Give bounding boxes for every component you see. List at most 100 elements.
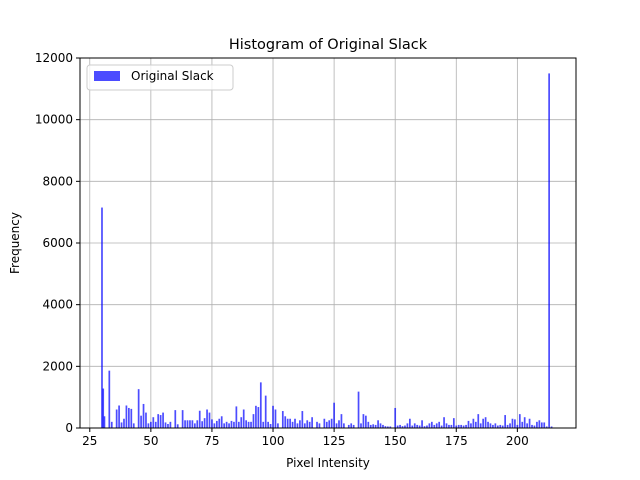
histogram-bar [438, 421, 441, 428]
histogram-bar [206, 409, 208, 428]
y-tick-label: 12000 [35, 51, 73, 65]
histogram-bar [255, 405, 257, 428]
histogram-bar [191, 420, 194, 428]
histogram-bar [506, 424, 509, 428]
histogram-bar [357, 391, 360, 428]
histogram-bar [323, 418, 326, 428]
histogram-bar [496, 425, 499, 428]
x-tick-label: 200 [506, 434, 529, 448]
histogram-bar [291, 421, 294, 428]
histogram-bar [228, 423, 230, 428]
histogram-bar [213, 423, 216, 428]
y-tick-label: 0 [65, 421, 73, 435]
histogram-bar [465, 424, 467, 428]
histogram-bar [147, 423, 150, 428]
histogram-bar [294, 418, 296, 428]
histogram-bar [518, 414, 521, 428]
histogram-bar [528, 418, 531, 428]
axes: 25 50 75 100 125 150 175 2000200040006000800010… [35, 51, 529, 448]
histogram-bar [110, 421, 113, 428]
histogram-bar [538, 420, 541, 428]
histogram-bar [521, 421, 524, 428]
histogram-bar [406, 423, 409, 428]
histogram-bar [257, 407, 260, 428]
histogram-bar [443, 417, 445, 428]
legend-label: Original Slack [131, 69, 214, 83]
x-axis-label: Pixel Intensity [286, 456, 370, 470]
histogram-bar [472, 418, 475, 428]
histogram-bar [428, 423, 431, 428]
histogram-bar [450, 424, 453, 428]
histogram-bar [418, 425, 421, 428]
histogram-bar [477, 414, 480, 428]
histogram-bar [299, 420, 301, 428]
histogram-bar [462, 425, 465, 428]
histogram-bar [142, 403, 145, 428]
histogram-bar [218, 418, 221, 428]
histogram-bar [467, 420, 470, 428]
histogram-bar [140, 415, 142, 428]
histogram-bar [374, 424, 377, 428]
histogram-bar [296, 423, 299, 428]
histogram-bar [272, 405, 274, 428]
histogram-bar [347, 424, 350, 428]
histogram-bar [479, 423, 482, 428]
histogram-bar [470, 423, 472, 428]
histogram-bar [360, 423, 362, 428]
histogram-bar [316, 421, 318, 428]
histogram-bar [540, 422, 543, 428]
histogram-bar [181, 410, 184, 428]
histogram-bar [335, 423, 338, 428]
histogram-bar [233, 421, 235, 428]
legend-box [86, 64, 234, 91]
histogram-bar [108, 370, 111, 428]
histogram-bar [501, 425, 504, 428]
histogram-bar [184, 420, 186, 428]
x-tick-label: 100 [262, 434, 285, 448]
histogram-bar [452, 418, 455, 428]
histogram-bar [435, 423, 438, 428]
histogram-bar [211, 419, 213, 428]
histogram-bar [514, 419, 516, 428]
histogram-bar [426, 425, 428, 428]
histogram-bar [164, 422, 167, 428]
histogram-bar [523, 417, 526, 428]
histogram-bar [245, 420, 248, 428]
histogram-bar [379, 423, 382, 428]
chart-title: Histogram of Original Slack [229, 37, 428, 53]
histogram-bar [411, 425, 414, 428]
histogram-bar [550, 426, 553, 428]
histogram-bar [277, 423, 279, 428]
histogram-bar [303, 423, 306, 428]
x-tick-label: 75 [204, 434, 219, 448]
histogram-bar [306, 420, 309, 428]
histogram-bar [369, 424, 372, 428]
histogram-bar [201, 421, 204, 428]
legend-swatch [94, 71, 120, 81]
histogram-bar [186, 420, 189, 428]
histogram-bar [413, 423, 416, 428]
histogram-bar [387, 426, 389, 428]
histogram-bar [120, 422, 123, 428]
histogram-bar [492, 424, 494, 428]
histogram-bar [115, 409, 118, 428]
histogram-bar [377, 420, 379, 428]
histogram-bar [340, 414, 343, 428]
histogram-bar [350, 423, 353, 428]
histogram-bar [338, 420, 340, 428]
x-tick-label: 175 [445, 434, 468, 448]
histogram-bar [455, 425, 458, 428]
histogram-bar [235, 406, 238, 428]
histogram-bar [220, 416, 223, 428]
histogram-bar [384, 426, 387, 428]
histogram-bar [394, 407, 397, 428]
y-tick-label: 8000 [42, 174, 73, 188]
histogram-bar [396, 425, 399, 428]
histogram-bar [318, 423, 321, 428]
histogram-bar [531, 424, 533, 428]
histogram-bar [174, 410, 177, 428]
bars [101, 73, 553, 429]
histogram-bar [193, 423, 196, 428]
histogram-bar [189, 420, 191, 428]
